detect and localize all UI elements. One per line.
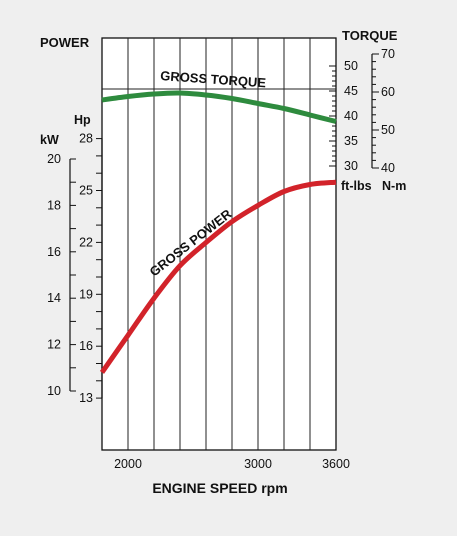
hp-tick-label: 22 — [79, 235, 93, 249]
ftlbs-tick-label: 30 — [344, 159, 358, 173]
gross-torque-curve — [101, 90, 337, 124]
curves-layer — [99, 90, 337, 374]
hp-tick-label: 28 — [79, 132, 93, 146]
gross-torque-label: GROSS TORQUE — [160, 68, 267, 90]
axes-layer: 2000 3000 3600 10 12 14 16 18 20 13 16 19 22 25 28 30 35… — [47, 47, 395, 471]
nm-tick-label: 60 — [381, 85, 395, 99]
hp-unit-label: Hp — [74, 113, 91, 127]
ftlbs-tick-label: 40 — [344, 109, 358, 123]
kw-tick-label: 16 — [47, 245, 61, 259]
x-tick-label: 3600 — [322, 457, 350, 471]
kw-unit-label: kW — [40, 133, 59, 147]
ftlbs-tick-label: 50 — [344, 59, 358, 73]
hp-tick-label: 19 — [79, 287, 93, 301]
kw-tick-label: 20 — [47, 152, 61, 166]
x-tick-label: 3000 — [244, 457, 272, 471]
nm-tick-label: 40 — [381, 161, 395, 175]
plot-area — [101, 37, 337, 451]
left-axis-title: POWER — [40, 35, 90, 50]
hp-tick-label: 13 — [79, 391, 93, 405]
hp-tick-label: 16 — [79, 339, 93, 353]
kw-tick-label: 14 — [47, 291, 61, 305]
ftlbs-tick-label: 35 — [344, 134, 358, 148]
x-axis-title: ENGINE SPEED rpm — [152, 480, 287, 496]
kw-tick-label: 10 — [47, 384, 61, 398]
hp-tick-label: 25 — [79, 183, 93, 197]
nm-tick-label: 70 — [381, 47, 395, 61]
ftlbs-tick-label: 45 — [344, 84, 358, 98]
x-tick-label: 2000 — [114, 457, 142, 471]
gross-power-curve — [99, 179, 337, 374]
ftlbs-unit-label: ft-lbs — [341, 179, 372, 193]
nm-tick-label: 50 — [381, 123, 395, 137]
right-axis-title: TORQUE — [342, 28, 398, 43]
nm-unit-label: N-m — [382, 179, 406, 193]
kw-tick-label: 12 — [47, 338, 61, 352]
kw-tick-label: 18 — [47, 198, 61, 212]
